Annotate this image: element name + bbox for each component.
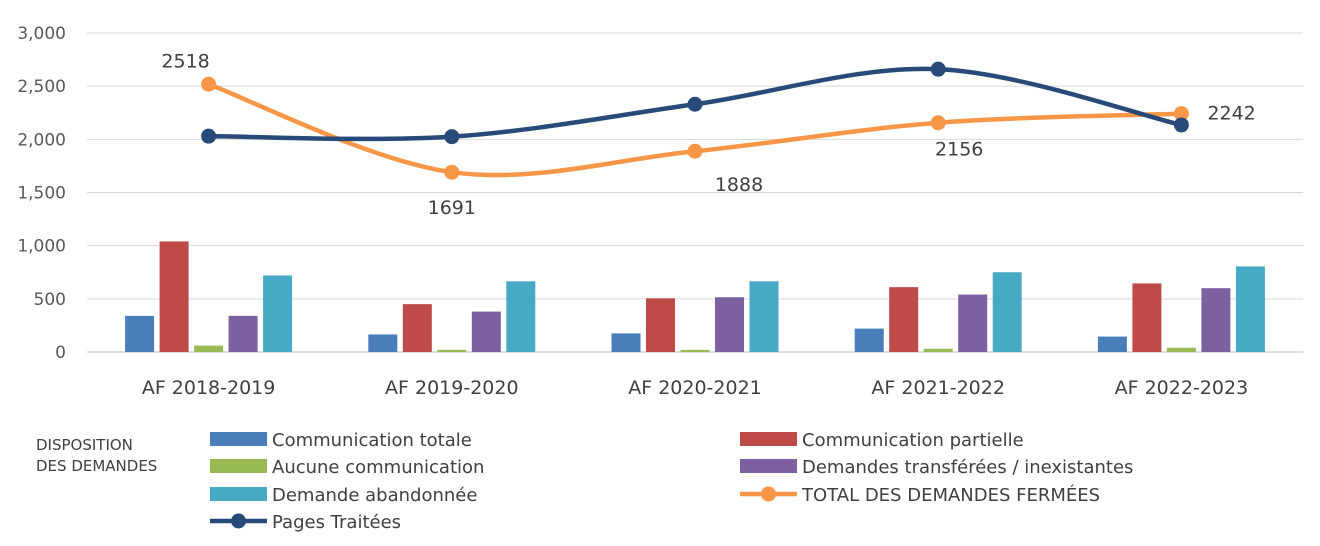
point-pages-traitees (1173, 117, 1189, 133)
bar-demande-abandonnee (263, 275, 293, 352)
bar-communication-totale (1097, 336, 1127, 352)
bar-communication-partielle (402, 304, 432, 352)
x-tick-label: AF 2020-2021 (628, 377, 762, 399)
legend-swatch (740, 432, 797, 446)
y-tick-label: 500 (34, 290, 66, 310)
data-label: 2156 (935, 139, 983, 161)
y-tick-label: 2,000 (17, 130, 66, 150)
point-pages-traitees (687, 96, 703, 112)
point-total-des-demandes-fermees (201, 76, 217, 92)
data-label: 1888 (715, 174, 763, 196)
point-pages-traitees (444, 129, 460, 145)
bar-demande-abandonnee (506, 281, 536, 352)
legend: DISPOSITION DES DEMANDES Communication tot… (36, 430, 1133, 533)
bar-demandes-transferees-inexistantes (958, 294, 988, 352)
bar-demande-abandonnee (749, 281, 779, 352)
legend-title: DES DEMANDES (36, 457, 157, 475)
y-tick-label: 3,000 (17, 24, 66, 44)
bar-communication-totale (854, 328, 884, 352)
y-tick-label: 1,500 (17, 184, 66, 204)
data-label: 2518 (161, 50, 209, 72)
x-axis: AF 2018-2019 AF 2019-2020 AF 2020-2021 AF 2… (142, 377, 1248, 399)
x-tick-label: AF 2019-2020 (385, 377, 519, 399)
legend-swatch (210, 487, 267, 501)
bar-demandes-transferees-inexistantes (228, 315, 258, 352)
bars (125, 241, 1265, 352)
data-labels: 2518 1691 1888 2156 2242 (161, 50, 1255, 219)
data-label: 2242 (1207, 103, 1255, 125)
point-pages-traitees (930, 61, 946, 77)
x-tick-label: AF 2018-2019 (142, 377, 276, 399)
x-tick-label: AF 2022-2023 (1115, 377, 1249, 399)
point-total-des-demandes-fermees (930, 115, 946, 131)
point-pages-traitees (201, 128, 217, 144)
bar-communication-partielle (646, 298, 675, 352)
bar-communication-totale (368, 334, 398, 352)
legend-item-aucune-communication: Aucune communication (210, 457, 484, 478)
legend-item-communication-partielle: Communication partielle (740, 430, 1024, 451)
y-tick-label: 0 (55, 343, 66, 363)
bar-communication-totale (611, 333, 641, 352)
y-axis: 0 500 1,000 1,500 2,000 2,500 3,000 (17, 24, 66, 363)
point-total-des-demandes-fermees (444, 164, 460, 180)
legend-label: TOTAL DES DEMANDES FERMÉES (801, 484, 1100, 506)
legend-swatch-marker (761, 486, 776, 502)
bar-aucune-communication (1166, 347, 1196, 352)
legend-label: Aucune communication (272, 457, 484, 478)
legend-item-total-des-demandes-fermees: TOTAL DES DEMANDES FERMÉES (740, 484, 1100, 506)
bar-demande-abandonnee (1235, 266, 1265, 352)
bar-communication-partielle (889, 287, 919, 352)
legend-item-communication-totale: Communication totale (210, 430, 472, 451)
bar-communication-partielle (159, 241, 189, 352)
bar-demandes-transferees-inexistantes (1201, 288, 1231, 352)
legend-item-demandes-transferees-inexistantes: Demandes transférées / inexistantes (740, 457, 1133, 478)
legend-label: Demandes transférées / inexistantes (802, 457, 1133, 478)
bar-aucune-communication (194, 345, 224, 352)
legend-label: Communication partielle (802, 430, 1024, 451)
bar-communication-partielle (1132, 283, 1162, 352)
bar-demandes-transferees-inexistantes (471, 311, 501, 352)
legend-item-demande-abandonnee: Demande abandonnée (210, 485, 477, 506)
bar-aucune-communication (680, 349, 710, 352)
y-tick-label: 2,500 (17, 77, 66, 97)
lines (201, 61, 1189, 180)
y-tick-label: 1,000 (17, 237, 66, 257)
legend-label: Communication totale (272, 430, 472, 451)
legend-title: DISPOSITION (36, 436, 133, 454)
data-label: 1691 (428, 197, 476, 219)
legend-label: Pages Traitées (272, 512, 401, 533)
point-total-des-demandes-fermees (687, 143, 703, 159)
x-tick-label: AF 2021-2022 (871, 377, 1005, 399)
legend-swatch-marker (231, 513, 246, 529)
bar-communication-totale (125, 315, 155, 352)
legend-item-pages-traitees: Pages Traitées (210, 512, 401, 533)
legend-swatch (210, 459, 267, 473)
bar-aucune-communication (437, 349, 467, 352)
bar-aucune-communication (923, 348, 953, 352)
bar-demandes-transferees-inexistantes (715, 297, 744, 352)
legend-label: Demande abandonnée (272, 485, 477, 506)
bar-demande-abandonnee (992, 272, 1022, 352)
legend-swatch (210, 432, 267, 446)
legend-swatch (740, 459, 797, 473)
point-total-des-demandes-fermees (1173, 106, 1189, 122)
